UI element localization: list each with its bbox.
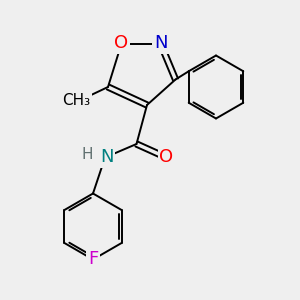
Text: H: H [81,147,93,162]
Text: O: O [114,34,129,52]
Text: N: N [100,148,113,166]
Text: CH₃: CH₃ [62,93,91,108]
Text: N: N [154,34,167,52]
Text: F: F [88,250,98,268]
Text: O: O [159,148,174,166]
